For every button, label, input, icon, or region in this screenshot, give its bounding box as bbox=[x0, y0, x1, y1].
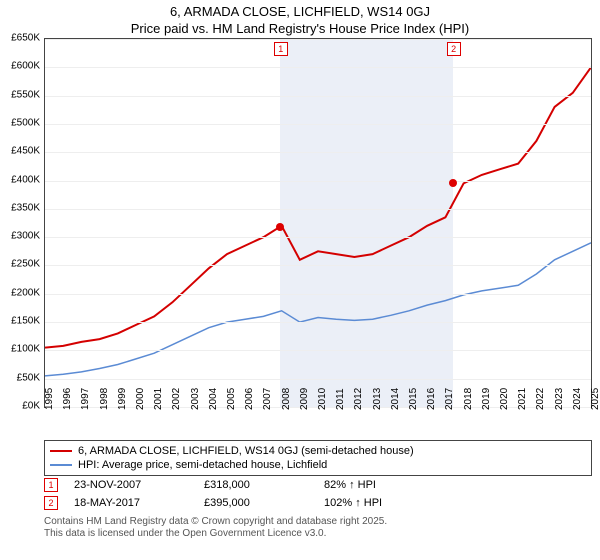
x-tick-label: 2010 bbox=[317, 388, 328, 410]
y-tick-label: £100K bbox=[11, 344, 40, 355]
x-tick-label: 1997 bbox=[80, 388, 91, 410]
x-tick-label: 2004 bbox=[208, 388, 219, 410]
legend-row: 6, ARMADA CLOSE, LICHFIELD, WS14 0GJ (se… bbox=[50, 444, 586, 458]
title-line1: 6, ARMADA CLOSE, LICHFIELD, WS14 0GJ bbox=[0, 4, 600, 21]
y-tick-label: £0K bbox=[22, 401, 40, 412]
legend-swatch bbox=[50, 464, 72, 466]
x-tick-label: 2013 bbox=[372, 388, 383, 410]
event-row: 2 18-MAY-2017£395,000102% ↑ HPI bbox=[44, 494, 592, 512]
event-label-box: 2 bbox=[44, 496, 58, 510]
x-tick-label: 2025 bbox=[590, 388, 600, 410]
x-tick-label: 2005 bbox=[226, 388, 237, 410]
x-tick-label: 2017 bbox=[444, 388, 455, 410]
event-row: 1 23-NOV-2007£318,00082% ↑ HPI bbox=[44, 476, 592, 494]
series-line bbox=[45, 67, 591, 347]
y-tick-label: £400K bbox=[11, 174, 40, 185]
y-tick-label: £200K bbox=[11, 287, 40, 298]
y-tick-label: £150K bbox=[11, 316, 40, 327]
y-tick-label: £550K bbox=[11, 89, 40, 100]
event-marker-box: 1 bbox=[274, 42, 288, 56]
event-price: £318,000 bbox=[204, 479, 324, 491]
x-tick-label: 2006 bbox=[244, 388, 255, 410]
event-pct: 82% ↑ HPI bbox=[324, 479, 376, 491]
x-tick-label: 2022 bbox=[535, 388, 546, 410]
legend-label: HPI: Average price, semi-detached house,… bbox=[78, 459, 327, 471]
footer: Contains HM Land Registry data © Crown c… bbox=[44, 516, 387, 540]
x-tick-label: 2018 bbox=[463, 388, 474, 410]
y-tick-label: £50K bbox=[17, 372, 40, 383]
line-svg bbox=[45, 39, 591, 407]
chart-title: 6, ARMADA CLOSE, LICHFIELD, WS14 0GJ Pri… bbox=[0, 0, 600, 38]
x-tick-label: 2001 bbox=[153, 388, 164, 410]
event-date: 23-NOV-2007 bbox=[74, 479, 204, 491]
x-tick-label: 2008 bbox=[281, 388, 292, 410]
x-tick-label: 2002 bbox=[171, 388, 182, 410]
event-marker-box: 2 bbox=[447, 42, 461, 56]
y-tick-label: £350K bbox=[11, 202, 40, 213]
x-tick-label: 1995 bbox=[44, 388, 55, 410]
x-tick-label: 2015 bbox=[408, 388, 419, 410]
event-marker-dot bbox=[449, 179, 457, 187]
x-tick-label: 2007 bbox=[262, 388, 273, 410]
y-tick-label: £500K bbox=[11, 117, 40, 128]
footer-l2: This data is licensed under the Open Gov… bbox=[44, 528, 387, 540]
events-table: 1 23-NOV-2007£318,00082% ↑ HPI 2 18-MAY-201… bbox=[44, 476, 592, 512]
series-line bbox=[45, 243, 591, 376]
legend-label: 6, ARMADA CLOSE, LICHFIELD, WS14 0GJ (se… bbox=[78, 445, 414, 457]
event-marker-dot bbox=[276, 223, 284, 231]
legend: 6, ARMADA CLOSE, LICHFIELD, WS14 0GJ (se… bbox=[44, 440, 592, 476]
title-line2: Price paid vs. HM Land Registry's House … bbox=[0, 21, 600, 38]
footer-l1: Contains HM Land Registry data © Crown c… bbox=[44, 516, 387, 528]
x-tick-label: 2003 bbox=[190, 388, 201, 410]
x-tick-label: 2024 bbox=[572, 388, 583, 410]
x-tick-label: 1996 bbox=[62, 388, 73, 410]
x-tick-label: 2011 bbox=[335, 388, 346, 410]
y-tick-label: £300K bbox=[11, 231, 40, 242]
x-tick-label: 1998 bbox=[99, 388, 110, 410]
y-tick-label: £250K bbox=[11, 259, 40, 270]
plot-area: 12 bbox=[44, 38, 592, 408]
event-label-box: 1 bbox=[44, 478, 58, 492]
legend-row: HPI: Average price, semi-detached house,… bbox=[50, 458, 586, 472]
x-tick-label: 2023 bbox=[554, 388, 565, 410]
y-tick-label: £650K bbox=[11, 33, 40, 44]
x-tick-label: 2021 bbox=[517, 388, 528, 410]
event-date: 18-MAY-2017 bbox=[74, 497, 204, 509]
x-tick-label: 2019 bbox=[481, 388, 492, 410]
x-tick-label: 2016 bbox=[426, 388, 437, 410]
x-tick-label: 2014 bbox=[390, 388, 401, 410]
x-tick-label: 2000 bbox=[135, 388, 146, 410]
y-tick-label: £450K bbox=[11, 146, 40, 157]
event-pct: 102% ↑ HPI bbox=[324, 497, 382, 509]
x-tick-label: 2009 bbox=[299, 388, 310, 410]
y-tick-label: £600K bbox=[11, 61, 40, 72]
legend-swatch bbox=[50, 450, 72, 452]
event-price: £395,000 bbox=[204, 497, 324, 509]
x-tick-label: 2012 bbox=[353, 388, 364, 410]
x-tick-label: 1999 bbox=[117, 388, 128, 410]
x-tick-label: 2020 bbox=[499, 388, 510, 410]
